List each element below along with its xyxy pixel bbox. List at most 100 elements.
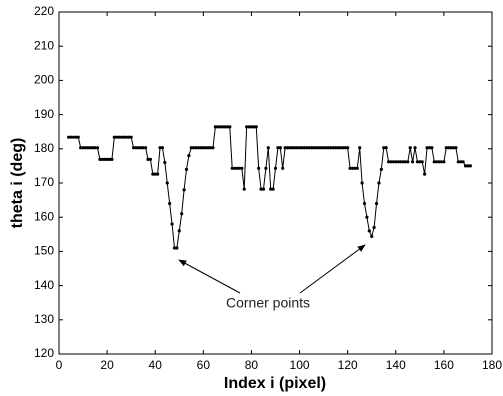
data-point: [223, 125, 227, 129]
data-point: [228, 125, 232, 129]
data-point: [107, 157, 112, 162]
data-point: [442, 160, 446, 164]
data-point: [415, 160, 420, 164]
data-point: [153, 172, 157, 176]
data-point: [348, 166, 352, 170]
data-point: [136, 146, 140, 150]
data-point: [396, 160, 400, 164]
data-point: [165, 181, 169, 185]
data-point: [201, 146, 205, 150]
data-point: [117, 135, 121, 139]
y-tick-label: 160: [34, 209, 54, 223]
data-point: [334, 146, 338, 150]
data-point: [196, 146, 201, 150]
data-point: [403, 160, 407, 164]
data-point: [466, 164, 470, 168]
data-point: [326, 146, 331, 150]
data-point: [175, 246, 179, 250]
x-tick-label: 0: [56, 358, 63, 372]
data-point: [418, 160, 422, 164]
data-point: [468, 164, 472, 168]
data-point: [449, 146, 453, 150]
data-point: [430, 146, 434, 150]
data-point: [139, 146, 143, 150]
data-point: [156, 172, 160, 176]
y-axis-title: theta i (deg): [9, 138, 26, 229]
data-point: [81, 146, 85, 150]
data-point: [309, 146, 314, 150]
data-point: [218, 125, 222, 129]
data-point: [285, 146, 290, 150]
data-point: [237, 166, 242, 170]
y-tick-label: 130: [34, 312, 54, 326]
data-point: [271, 187, 275, 191]
data-point: [463, 164, 468, 168]
data-point: [88, 146, 92, 150]
x-tick-label: 140: [386, 358, 406, 372]
data-point: [374, 201, 379, 206]
data-point: [220, 125, 225, 129]
data-point: [362, 201, 367, 206]
data-point: [343, 146, 347, 150]
data-point: [131, 146, 136, 150]
annotation-arrow: [178, 259, 241, 294]
data-point: [281, 166, 285, 170]
data-point: [254, 125, 258, 129]
data-point: [384, 146, 388, 150]
data-point: [293, 146, 297, 150]
data-point: [86, 146, 90, 150]
x-tick-label: 40: [149, 358, 163, 372]
data-point: [346, 146, 350, 150]
y-tick-label: 200: [34, 73, 54, 87]
data-point: [353, 166, 357, 170]
x-axis-title: Index i (pixel): [224, 375, 326, 392]
data-point: [319, 146, 323, 150]
data-point: [151, 172, 155, 176]
data-point: [447, 146, 451, 150]
data-point: [283, 146, 287, 150]
data-point: [225, 125, 229, 129]
data-point: [160, 146, 165, 150]
data-point: [420, 160, 424, 164]
data-point: [411, 160, 415, 164]
data-point: [273, 166, 278, 170]
x-tick-label: 80: [245, 358, 259, 372]
data-point: [329, 146, 333, 150]
data-point: [406, 160, 410, 164]
data-point: [336, 146, 340, 150]
data-point: [451, 146, 456, 150]
data-point: [230, 166, 234, 170]
data-point: [437, 160, 441, 164]
data-point: [172, 246, 177, 250]
data-point: [247, 125, 251, 129]
x-tick-label: 100: [290, 358, 310, 372]
data-point: [257, 166, 261, 170]
data-point: [192, 146, 196, 150]
data-point: [124, 135, 128, 139]
data-point: [314, 146, 318, 150]
data-point: [83, 146, 88, 150]
data-point: [398, 160, 403, 164]
data-point: [324, 146, 328, 150]
data-point: [100, 157, 104, 162]
data-point: [439, 160, 444, 164]
data-point: [295, 146, 299, 150]
data-point: [266, 146, 270, 150]
data-point: [110, 157, 114, 162]
data-point: [103, 157, 107, 162]
data-point: [290, 146, 294, 150]
data-point: [338, 146, 343, 150]
data-point: [461, 160, 465, 164]
data-point: [307, 146, 311, 150]
data-point: [216, 125, 220, 129]
data-point: [269, 187, 273, 191]
data-point: [206, 146, 210, 150]
data-point: [252, 125, 256, 129]
data-point: [456, 160, 460, 164]
data-point: [233, 166, 237, 170]
data-point: [208, 146, 213, 150]
data-point: [91, 146, 95, 150]
data-point: [358, 146, 362, 150]
x-tick-label: 120: [338, 358, 358, 372]
